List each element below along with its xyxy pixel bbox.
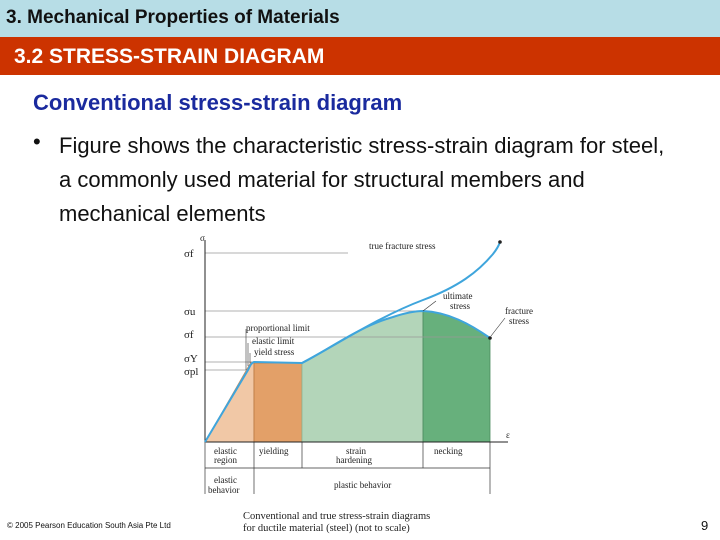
epsilon-axis-label: ε <box>506 430 510 440</box>
fracture-point <box>488 336 492 340</box>
strain-hardening-label-2: hardening <box>336 455 372 465</box>
fracture-stress-label-2: stress <box>509 316 529 326</box>
proportional-limit-label: proportional limit <box>246 323 310 333</box>
bullet-icon: • <box>33 129 41 154</box>
caption-line-2: for ductile material (steel) (not to sca… <box>243 523 410 534</box>
necking-label: necking <box>434 446 463 456</box>
true-fracture-stress-label: true fracture stress <box>369 241 436 251</box>
elastic-limit-label: elastic limit <box>252 336 295 346</box>
fracture-stress-label-1: fracture <box>505 306 533 316</box>
conventional-curve <box>204 309 491 443</box>
copyright-notice: © 2005 Pearson Education South Asia Pte … <box>7 521 171 530</box>
yielding-label: yielding <box>259 446 289 456</box>
strain-hardening-label-1: strain <box>346 446 366 456</box>
sigma-pl-label: σpl <box>184 366 199 378</box>
elastic-behavior-label-2: behavior <box>208 485 240 495</box>
ultimate-stress-label-1: ultimate <box>443 291 473 301</box>
sigma-f-label: σf <box>184 329 194 341</box>
content-heading: Conventional stress-strain diagram <box>33 90 403 115</box>
yielding-region-fill <box>253 362 303 443</box>
chapter-title: 3. Mechanical Properties of Materials <box>6 7 340 28</box>
section-title: 3.2 STRESS-STRAIN DIAGRAM <box>14 45 325 68</box>
sigma-y-label: σY <box>184 353 198 365</box>
title-bar: 3. Mechanical Properties of Materials <box>0 0 720 37</box>
fracture-leader <box>490 317 506 337</box>
plastic-behavior-label: plastic behavior <box>334 480 391 490</box>
elastic-region-label-1: elastic <box>214 446 237 456</box>
elastic-region-label-2: region <box>214 455 237 465</box>
ultimate-leader <box>422 300 437 312</box>
elastic-behavior-label-1: elastic <box>214 475 237 485</box>
sigma-u-label: σu <box>184 306 196 318</box>
sigma-f-true-label: σf <box>184 248 194 260</box>
ultimate-stress-label-2: stress <box>450 301 470 311</box>
section-bar: 3.2 STRESS-STRAIN DIAGRAM <box>0 37 720 75</box>
page-number: 9 <box>701 518 709 533</box>
bullet-text: Figure shows the characteristic stress-s… <box>59 133 665 226</box>
true-fracture-point <box>498 240 502 244</box>
caption-line-1: Conventional and true stress-strain diag… <box>243 511 431 522</box>
stress-strain-diagram: σ ε σf σu σf σY σpl true fracture stress… <box>184 233 533 495</box>
hardening-region-fill <box>301 310 424 443</box>
true-curve <box>301 241 501 364</box>
figure-caption: Conventional and true stress-strain diag… <box>243 511 430 535</box>
sigma-axis-label: σ <box>200 233 205 243</box>
yield-stress-label: yield stress <box>254 347 295 357</box>
